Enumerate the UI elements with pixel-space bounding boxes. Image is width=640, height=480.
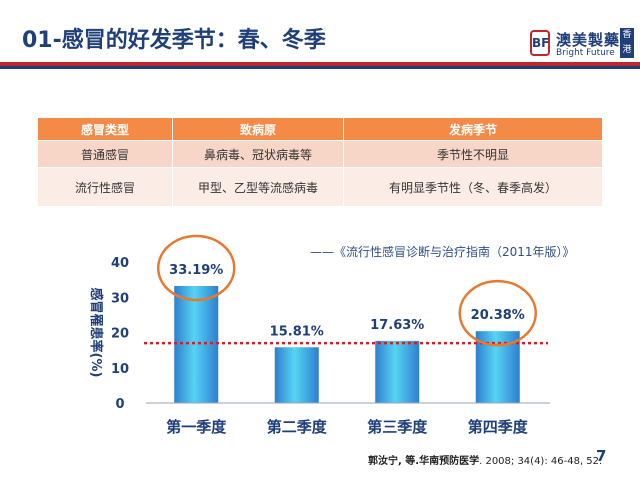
data-label: 33.19% — [169, 263, 223, 278]
y-axis-label: 感冒罹患率(%) — [88, 288, 104, 378]
table-row: 流行性感冒 甲型、乙型等流感病毒 有明显季节性（冬、春季高发） — [38, 167, 602, 206]
logo-mark-icon: BF — [530, 30, 550, 56]
x-tick-label: 第四季度 — [468, 418, 529, 436]
data-label: 20.38% — [471, 308, 525, 323]
bar — [174, 286, 219, 403]
brand-logo: BF 澳美製藥 Bright Future 香港 — [530, 28, 634, 62]
page-title: 01-感冒的好发季节：春、冬季 — [22, 28, 326, 53]
logo-badge: 香港 — [620, 28, 634, 58]
logo-chinese-name: 澳美製藥 — [556, 31, 621, 49]
y-tick-label: 10 — [111, 362, 129, 377]
table-cell: 有明显季节性（冬、春季高发） — [343, 167, 602, 206]
table-cell: 流行性感冒 — [38, 167, 173, 206]
column-header-pathogen: 致病原 — [172, 118, 344, 141]
bar — [274, 347, 319, 403]
table-cell: 季节性不明显 — [343, 140, 602, 168]
citation-details: . 2008; 34(4): 46-48, 52. — [479, 456, 603, 467]
highlight-circle — [458, 279, 537, 347]
x-tick-label: 第二季度 — [267, 418, 328, 436]
table-header-row: 感冒类型 致病原 发病季节 — [38, 118, 602, 141]
data-label: 17.63% — [370, 318, 424, 333]
table-cell: 普通感冒 — [38, 140, 173, 168]
citation: 郭汝宁, 等.华南预防医学. 2008; 34(4): 46-48, 52. — [368, 452, 602, 467]
table-cell: 鼻病毒、冠状病毒等 — [172, 140, 344, 168]
y-tick-label: 40 — [111, 256, 129, 271]
bar — [375, 340, 420, 403]
title-divider-red — [0, 62, 640, 66]
column-header-type: 感冒类型 — [38, 118, 173, 141]
cold-types-table: 感冒类型 致病原 发病季节 普通感冒 鼻病毒、冠状病毒等 季节性不明显 流行性感… — [38, 118, 602, 206]
table-row: 普通感冒 鼻病毒、冠状病毒等 季节性不明显 — [38, 140, 602, 168]
x-tick-label: 第一季度 — [166, 418, 227, 436]
page-number: 7 — [596, 447, 607, 465]
title-divider-blue — [0, 66, 640, 69]
guideline-source-note: ——《流行性感冒诊断与治疗指南（2011年版）》 — [310, 245, 575, 259]
y-tick-label: 30 — [111, 291, 129, 306]
y-tick-label: 0 — [115, 397, 124, 412]
column-header-season: 发病季节 — [343, 118, 602, 141]
citation-journal: 华南预防医学 — [419, 456, 480, 467]
citation-authors: 郭汝宁, 等. — [368, 456, 420, 467]
highlight-circle — [157, 234, 236, 302]
logo-english-name: Bright Future — [556, 48, 615, 58]
y-tick-label: 20 — [111, 327, 129, 342]
data-label: 15.81% — [270, 324, 324, 339]
x-tick-label: 第三季度 — [367, 418, 428, 436]
table-cell: 甲型、乙型等流感病毒 — [172, 167, 344, 206]
